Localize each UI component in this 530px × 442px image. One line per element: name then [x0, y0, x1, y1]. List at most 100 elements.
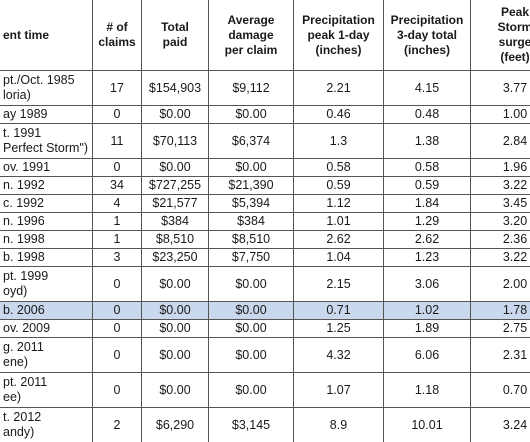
value-cell: $7,750 — [208, 248, 294, 267]
cell-line: surge — [498, 35, 530, 49]
value-cell: 0 — [92, 158, 142, 177]
value-cell: 0.58 — [293, 158, 384, 177]
value-cell: 1 — [92, 212, 142, 231]
value-cell: 3.22 — [470, 248, 530, 267]
value-cell: 2.62 — [293, 230, 384, 249]
value-cell: $0.00 — [208, 105, 294, 124]
column-header: Precipitation peak 1-day (inches) — [293, 0, 384, 71]
cell-line: # of — [106, 20, 128, 34]
value-cell: 17 — [92, 70, 142, 106]
table-row: pt. 2011 ee) 0 $0.00 $0.00 1.07 1.18 0.70 — [0, 372, 530, 408]
cell-line: paid — [162, 35, 188, 49]
value-cell: 0.48 — [383, 105, 471, 124]
table-row: ov. 2009 0 $0.00 $0.00 1.25 1.89 2.75 — [0, 319, 530, 338]
event-cell: n. 1992 — [0, 176, 93, 195]
cell-line: n. 1998 — [3, 232, 45, 246]
column-header: Average damage per claim — [208, 0, 294, 71]
cell-line: (inches) — [403, 42, 450, 57]
value-cell: 1.78 — [470, 301, 530, 320]
value-cell: $0.00 — [208, 337, 294, 373]
cell-line: oyd) — [3, 284, 28, 298]
table-row: ay 1989 0 $0.00 $0.00 0.46 0.48 1.00 — [0, 105, 530, 124]
cell-line: damage — [228, 27, 274, 42]
value-cell: 3.06 — [383, 266, 471, 302]
value-cell: 1.84 — [383, 194, 471, 213]
table-row: n. 1992 34 $727,255 $21,390 0.59 0.59 3.22 — [0, 176, 530, 195]
value-cell: 1.29 — [383, 212, 471, 231]
value-cell: $21,577 — [141, 194, 209, 213]
value-cell: $0.00 — [141, 266, 209, 302]
value-cell: 3.20 — [470, 212, 530, 231]
event-cell: ov. 1991 — [0, 158, 93, 177]
value-cell: 1.25 — [293, 319, 384, 338]
value-cell: 1.23 — [383, 248, 471, 267]
cell-line: ov. 1991 — [3, 160, 51, 174]
value-cell: 2.84 — [470, 123, 530, 159]
cell-line: c. 1992 — [3, 196, 45, 210]
table-row: c. 1992 4 $21,577 $5,394 1.12 1.84 3.45 — [0, 194, 530, 213]
value-cell: 2.15 — [293, 266, 384, 302]
cell-line: pt./Oct. 1985 — [3, 73, 75, 87]
cell-line: n. 1996 — [3, 214, 45, 228]
value-cell: 1.04 — [293, 248, 384, 267]
value-cell: $154,903 — [141, 70, 209, 106]
value-cell: 3.45 — [470, 194, 530, 213]
value-cell: $21,390 — [208, 176, 294, 195]
value-cell: $0.00 — [208, 301, 294, 320]
value-cell: 4.15 — [383, 70, 471, 106]
value-cell: 11 — [92, 123, 142, 159]
value-cell: $0.00 — [208, 372, 294, 408]
value-cell: 0.46 — [293, 105, 384, 124]
value-cell: 2.62 — [383, 230, 471, 249]
cell-line: Average — [227, 12, 275, 27]
value-cell: 0 — [92, 105, 142, 124]
value-cell: $0.00 — [141, 319, 209, 338]
cell-line: Storm — [497, 20, 530, 34]
value-cell: 4.32 — [293, 337, 384, 373]
value-cell: 2.75 — [470, 319, 530, 338]
value-cell: 10.01 — [383, 407, 471, 442]
value-cell: $0.00 — [141, 158, 209, 177]
cell-line: pt. 2011 — [3, 375, 48, 389]
table-row: t. 1991 Perfect Storm") 11 $70,113 $6,374 1.3… — [0, 123, 530, 159]
value-cell: 0 — [92, 266, 142, 302]
cell-line: ent time — [3, 27, 50, 42]
value-cell: 0.59 — [293, 176, 384, 195]
value-cell: 2.21 — [293, 70, 384, 106]
event-cell: ay 1989 — [0, 105, 93, 124]
column-header: # of claims — [92, 0, 142, 71]
value-cell: 1.89 — [383, 319, 471, 338]
value-cell: 1 — [92, 230, 142, 249]
cell-line: b. 2006 — [3, 303, 45, 317]
value-cell: 1.38 — [383, 123, 471, 159]
value-cell: 1.96 — [470, 158, 530, 177]
cell-line: t. 2012 — [3, 410, 42, 424]
cell-line: ov. 2009 — [3, 321, 51, 335]
event-cell: ov. 2009 — [0, 319, 93, 338]
value-cell: 2 — [92, 407, 142, 442]
column-header: ent time — [0, 0, 93, 71]
event-cell: c. 1992 — [0, 194, 93, 213]
value-cell: 0.58 — [383, 158, 471, 177]
value-cell: 0 — [92, 337, 142, 373]
value-cell: $0.00 — [141, 337, 209, 373]
cell-line: n. 1992 — [3, 178, 45, 192]
value-cell: $0.00 — [141, 105, 209, 124]
value-cell: $0.00 — [141, 301, 209, 320]
cell-line: Total — [161, 20, 189, 34]
cell-line: pt. 1999 — [3, 269, 49, 283]
value-cell: $384 — [141, 212, 209, 231]
cell-line: (feet) — [500, 50, 530, 64]
value-cell: $727,255 — [141, 176, 209, 195]
value-cell: $9,112 — [208, 70, 294, 106]
value-cell: $0.00 — [208, 266, 294, 302]
table-row: b. 2006 0 $0.00 $0.00 0.71 1.02 1.78 — [0, 301, 530, 320]
cell-line: ene) — [3, 355, 29, 369]
value-cell: 3 — [92, 248, 142, 267]
table-row: pt./Oct. 1985 loria) 17 $154,903 $9,112 2.21 4… — [0, 70, 530, 106]
value-cell: 0 — [92, 301, 142, 320]
table-row: t. 2012 andy) 2 $6,290 $3,145 8.9 10.01 3.24 — [0, 407, 530, 442]
cell-line: (inches) — [315, 42, 362, 57]
